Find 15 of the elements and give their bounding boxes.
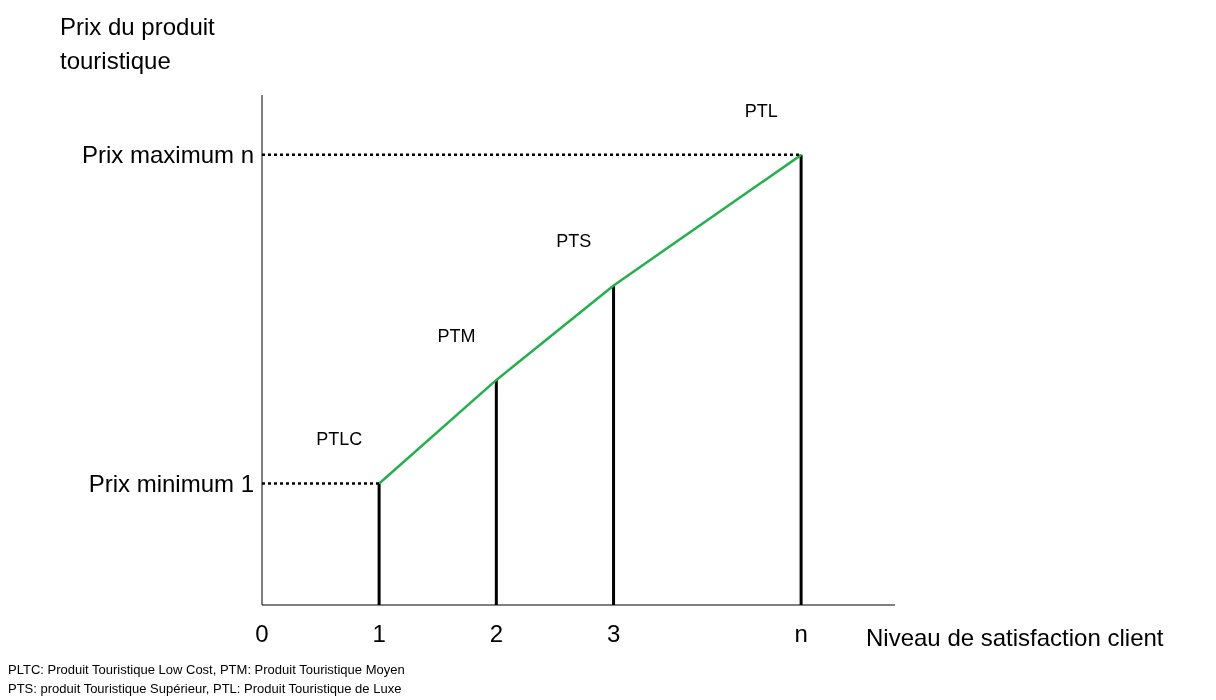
ref-line-label: Prix maximum n: [81, 141, 254, 169]
x-axis-title: Niveau de satisfaction client: [866, 624, 1164, 652]
x-tick-label: 3: [606, 620, 621, 648]
text: PTS: produit Touristique Supérieur, PTL: Produit Touristique de Luxe: [8, 680, 403, 698]
annotation: PTM: [437, 325, 476, 346]
x-tick-label: 2: [489, 620, 504, 648]
annotation: PTLC: [316, 429, 363, 450]
annotation: PTS: [556, 231, 592, 252]
ref-line-label: Prix minimum 1: [88, 469, 254, 497]
y-axis-title: Prix du produit touristique: [60, 12, 216, 76]
annotation: PTL: [744, 100, 778, 121]
x-tick-label: 1: [372, 620, 386, 648]
x-tick-label: 0: [255, 620, 269, 648]
x-tick-label: n: [794, 620, 808, 648]
text: PLTC: Produit Touristique Low Cost, PTM: Produit Touristique Moyen: [8, 661, 406, 679]
